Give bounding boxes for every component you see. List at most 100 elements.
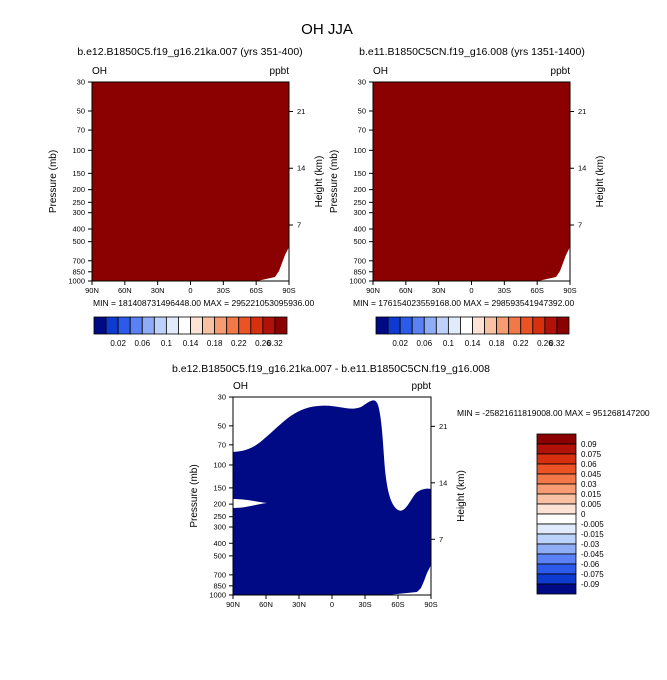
colorbar-box xyxy=(387,316,401,335)
colorbar-box xyxy=(536,463,577,475)
height-tick-label: 14 xyxy=(578,164,586,173)
variable-label: OH xyxy=(233,381,248,392)
colorbar-box xyxy=(262,316,276,335)
colorbar-box xyxy=(435,316,449,335)
colorbar-box xyxy=(536,503,577,515)
variable-label: OH xyxy=(373,66,388,77)
y-tick-label: 850 xyxy=(213,581,226,590)
y-tick-label: 100 xyxy=(353,146,366,155)
x-tick-label: 60N xyxy=(399,286,413,295)
min-max-label: MIN = 181408731496448.00 MAX = 295221053… xyxy=(93,298,314,308)
colorbar-box xyxy=(536,453,577,465)
colorbar-label: 0.14 xyxy=(183,339,199,348)
x-tick-label: 0 xyxy=(188,286,192,295)
colorbar-box xyxy=(178,316,191,335)
x-tick-label: 30N xyxy=(292,600,306,609)
y-tick-label: 400 xyxy=(72,224,85,233)
x-tick-label: 90N xyxy=(226,600,240,609)
colorbar-label: 0.32 xyxy=(549,339,565,348)
colorbar-label: 0.075 xyxy=(581,450,602,459)
colorbar-label: 0.32 xyxy=(267,339,283,348)
y-tick-label: 70 xyxy=(77,126,85,135)
height-axis-title: Height (km) xyxy=(595,156,606,208)
height-tick-label: 21 xyxy=(439,422,447,431)
y-tick-label: 30 xyxy=(77,78,85,87)
contour-fill xyxy=(92,82,289,281)
height-axis-title: Height (km) xyxy=(314,156,325,208)
colorbar-label: 0.1 xyxy=(161,339,173,348)
y-tick-label: 50 xyxy=(218,421,226,430)
colorbar-box xyxy=(93,316,107,335)
colorbar-box xyxy=(129,316,143,335)
height-tick-label: 14 xyxy=(439,478,447,487)
colorbar-box xyxy=(556,316,570,335)
colorbar-box xyxy=(536,533,577,545)
y-tick-label: 150 xyxy=(213,483,226,492)
y-tick-label: 250 xyxy=(72,198,85,207)
x-tick-label: 90N xyxy=(366,286,380,295)
y-tick-label: 70 xyxy=(218,440,226,449)
colorbar-label: 0.045 xyxy=(581,470,602,479)
height-tick-label: 14 xyxy=(297,164,305,173)
colorbar-label: 0.09 xyxy=(581,440,597,449)
y-tick-label: 500 xyxy=(72,237,85,246)
y-axis-title: Pressure (mb) xyxy=(329,150,340,213)
contour-fill xyxy=(373,82,570,281)
colorbar-box xyxy=(536,523,577,535)
x-tick-label: 60S xyxy=(530,286,543,295)
y-tick-label: 200 xyxy=(72,185,85,194)
panel-difference: b.e12.B1850C5.f19_g16.21ka.007 - b.e11.B… xyxy=(172,363,650,609)
colorbar-label: 0.18 xyxy=(489,339,505,348)
colorbar-box xyxy=(238,316,252,335)
y-tick-label: 700 xyxy=(72,256,85,265)
colorbar-box xyxy=(411,316,425,335)
colorbar-label: -0.075 xyxy=(581,570,604,579)
y-tick-label: 300 xyxy=(213,523,226,532)
y-tick-label: 100 xyxy=(213,460,226,469)
y-tick-label: 400 xyxy=(353,224,366,233)
colorbar-label: 0.22 xyxy=(231,339,247,348)
colorbar-label: 0 xyxy=(581,510,586,519)
colorbar-label: 0.26 xyxy=(537,339,553,348)
y-tick-label: 1000 xyxy=(68,277,85,286)
colorbar-box xyxy=(536,583,577,595)
height-tick-label: 21 xyxy=(297,107,305,116)
y-tick-label: 150 xyxy=(72,169,85,178)
colorbar-box xyxy=(105,316,119,335)
panel-subtitle: b.e12.B1850C5.f19_g16.21ka.007 - b.e11.B… xyxy=(172,363,490,375)
x-tick-label: 60S xyxy=(249,286,262,295)
variable-label: OH xyxy=(92,66,107,77)
colorbar-label: 0.22 xyxy=(513,339,529,348)
height-tick-label: 21 xyxy=(578,107,586,116)
missing-data-region xyxy=(257,247,289,281)
colorbar-label: 0.14 xyxy=(465,339,481,348)
colorbar-box xyxy=(536,483,577,495)
y-tick-label: 1000 xyxy=(209,591,226,600)
colorbar-label: 0.18 xyxy=(207,339,223,348)
height-tick-label: 7 xyxy=(297,220,301,229)
y-tick-label: 700 xyxy=(213,570,226,579)
y-tick-label: 250 xyxy=(213,512,226,521)
colorbar-box xyxy=(536,573,577,585)
colorbar-box xyxy=(484,316,498,335)
colorbar-box xyxy=(214,316,228,335)
x-tick-label: 0 xyxy=(469,286,473,295)
colorbar-box xyxy=(536,513,577,525)
missing-data-region xyxy=(387,565,431,595)
contour-fill xyxy=(233,400,431,595)
colorbar-box xyxy=(226,316,240,335)
colorbar-box xyxy=(496,316,510,335)
y-tick-label: 250 xyxy=(353,198,366,207)
colorbar-box xyxy=(274,316,288,335)
colorbar-box xyxy=(544,316,558,335)
y-tick-label: 700 xyxy=(353,256,366,265)
colorbar-label: -0.045 xyxy=(581,550,604,559)
y-tick-label: 500 xyxy=(353,237,366,246)
colorbar-box xyxy=(153,316,167,335)
y-tick-label: 200 xyxy=(213,500,226,509)
colorbar-box xyxy=(536,443,577,455)
colorbar-box xyxy=(165,316,179,335)
colorbar-label: 0.015 xyxy=(581,490,602,499)
panel-top-left: b.e12.B1850C5.f19_g16.21ka.007 (yrs 351-… xyxy=(48,46,325,348)
